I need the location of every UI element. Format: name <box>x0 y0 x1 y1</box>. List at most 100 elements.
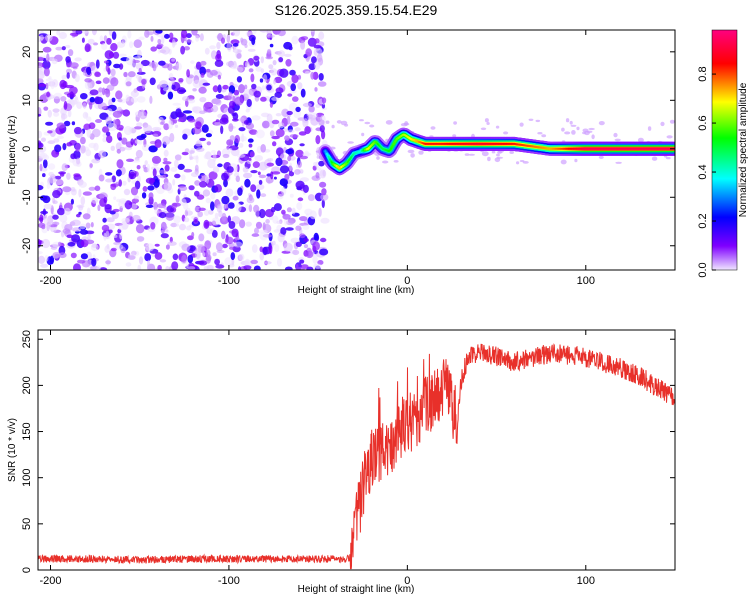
noise-speckle <box>145 204 154 208</box>
noise-speckle <box>325 120 330 124</box>
noise-speckle <box>182 133 188 140</box>
noise-speckle <box>185 261 189 269</box>
noise-speckle <box>294 169 301 175</box>
noise-speckle <box>259 78 264 83</box>
noise-speckle <box>123 188 131 196</box>
noise-speckle <box>85 149 92 157</box>
y-tick-label: 20 <box>21 46 33 58</box>
noise-speckle <box>205 197 211 204</box>
noise-speckle <box>153 201 158 211</box>
y-tick-label: 200 <box>21 376 33 394</box>
noise-speckle <box>73 173 81 178</box>
noise-speckle <box>280 227 287 236</box>
noise-speckle <box>47 130 53 134</box>
noise-speckle <box>70 153 76 160</box>
noise-speckle <box>158 212 167 219</box>
noise-speckle <box>309 210 317 220</box>
noise-speckle <box>225 188 234 197</box>
noise-speckle <box>195 35 200 42</box>
noise-speckle <box>212 85 219 93</box>
noise-speckle <box>106 37 112 45</box>
noise-speckle <box>159 259 167 263</box>
noise-speckle <box>157 38 162 45</box>
noise-speckle <box>228 263 235 268</box>
noise-speckle <box>519 122 524 127</box>
noise-speckle <box>38 142 44 149</box>
noise-speckle <box>170 222 178 228</box>
noise-speckle <box>205 68 211 73</box>
noise-speckle <box>307 194 315 202</box>
noise-speckle <box>535 119 541 123</box>
noise-speckle <box>541 134 547 138</box>
noise-speckle <box>203 103 209 112</box>
noise-speckle <box>468 153 476 156</box>
noise-speckle <box>119 232 123 240</box>
noise-speckle <box>161 46 171 55</box>
noise-speckle <box>509 150 514 154</box>
noise-speckle <box>181 174 186 181</box>
noise-speckle <box>302 102 312 108</box>
noise-speckle <box>105 260 111 265</box>
noise-speckle <box>155 30 163 34</box>
noise-speckle <box>189 150 195 154</box>
noise-speckle <box>228 221 236 229</box>
noise-speckle <box>212 252 217 257</box>
noise-speckle <box>245 221 252 227</box>
noise-speckle <box>230 252 236 261</box>
noise-speckle <box>175 111 185 118</box>
noise-speckle <box>308 63 316 71</box>
x-tick-label: -200 <box>39 275 61 287</box>
noise-speckle <box>537 132 543 135</box>
noise-speckle <box>175 195 180 203</box>
noise-speckle <box>152 168 157 178</box>
noise-speckle <box>174 159 179 168</box>
noise-speckle <box>586 130 593 133</box>
noise-speckle <box>42 195 51 204</box>
noise-speckle <box>385 120 393 125</box>
noise-speckle <box>304 70 311 75</box>
noise-speckle <box>89 163 93 169</box>
noise-speckle <box>253 30 257 35</box>
noise-speckle <box>130 138 135 146</box>
noise-speckle <box>86 116 92 122</box>
noise-speckle <box>85 112 89 118</box>
noise-speckle <box>101 43 108 50</box>
noise-speckle <box>260 56 264 64</box>
noise-speckle <box>96 265 101 270</box>
noise-speckle <box>205 264 215 270</box>
noise-speckle <box>136 165 141 170</box>
noise-speckle <box>171 261 179 270</box>
noise-speckle <box>274 244 280 253</box>
noise-speckle <box>321 199 325 209</box>
noise-speckle <box>110 43 118 52</box>
noise-speckle <box>147 185 155 191</box>
noise-speckle <box>203 219 210 229</box>
noise-speckle <box>418 150 424 155</box>
noise-speckle <box>202 189 211 197</box>
noise-speckle <box>255 184 265 190</box>
noise-speckle <box>464 153 470 156</box>
noise-speckle <box>660 121 665 127</box>
noise-speckle <box>486 122 490 125</box>
noise-speckle <box>61 163 68 172</box>
noise-speckle <box>92 42 99 46</box>
noise-speckle <box>251 83 257 90</box>
noise-speckle <box>90 222 94 228</box>
noise-speckle <box>255 129 265 139</box>
noise-speckle <box>199 66 207 76</box>
noise-speckle <box>191 30 198 36</box>
noise-speckle <box>106 217 115 223</box>
noise-speckle <box>261 85 266 91</box>
noise-speckle <box>221 212 227 222</box>
noise-speckle <box>321 103 326 109</box>
noise-speckle <box>295 180 305 190</box>
noise-speckle <box>115 169 122 177</box>
noise-speckle <box>39 214 44 224</box>
noise-speckle <box>181 254 187 264</box>
noise-speckle <box>263 261 272 265</box>
noise-speckle <box>235 237 240 241</box>
noise-speckle <box>178 185 188 191</box>
noise-speckle <box>118 179 122 187</box>
noise-speckle <box>187 98 196 104</box>
noise-speckle <box>248 157 252 161</box>
